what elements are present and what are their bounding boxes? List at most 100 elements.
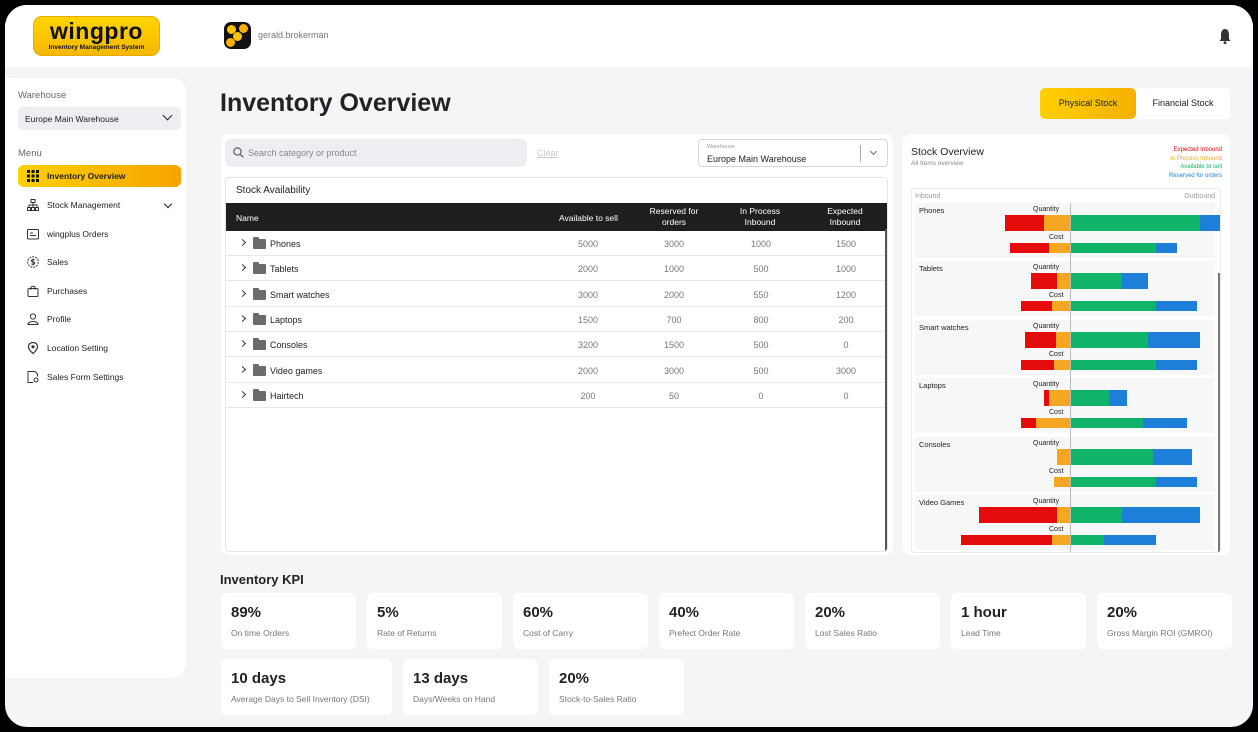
sidebar-item-sales[interactable]: Sales (18, 251, 181, 273)
chevron-down-icon (869, 147, 878, 156)
column-header-reserved[interactable]: Reserved for orders (649, 206, 699, 227)
bar-segment-expected-inbound (979, 507, 1057, 523)
cell-expected: 1500 (835, 239, 857, 249)
top-bar: wingpro Inventory Management System gera… (5, 5, 1253, 67)
bar-segment-reserved-for-orders (1155, 301, 1198, 312)
user-name[interactable]: gerald.brokerman (258, 30, 329, 40)
table-row[interactable]: Tablets 2000 1000 500 1000 (226, 256, 887, 282)
bar-segment-available-to-sell (1070, 448, 1154, 465)
table-row[interactable]: Phones 5000 3000 1000 1500 (226, 231, 887, 256)
table-row[interactable]: Smart watches 3000 2000 550 1200 (226, 282, 887, 307)
table-scrollbar[interactable] (885, 229, 887, 551)
table-row[interactable]: Hairtech 200 50 0 0 (226, 383, 887, 408)
search-input[interactable]: Search category or product (225, 139, 527, 167)
sidebar-item-stock-management[interactable]: Stock Management (18, 194, 181, 216)
sidebar-item-label: Location Setting (47, 343, 108, 353)
logo[interactable]: wingpro Inventory Management System (33, 16, 160, 56)
bar-segment-available-to-sell (1070, 331, 1148, 348)
cost-bar[interactable] (912, 476, 1220, 487)
legend-reserved-for-orders: Reserved for orders (1168, 172, 1222, 179)
table-row[interactable]: Consoles 3200 1500 500 0 (226, 332, 887, 358)
bar-segment-reserved-for-orders (1155, 243, 1177, 253)
chevron-right-icon[interactable] (238, 314, 247, 322)
kpi-label: Cost of Carry (523, 628, 574, 638)
chevron-right-icon[interactable] (238, 390, 247, 398)
search-placeholder: Search category or product (248, 148, 357, 158)
bar-segment-in-process-inbound (1054, 476, 1070, 487)
cost-label: Cost (1049, 409, 1064, 417)
sidebar-item-label: Sales (47, 257, 69, 267)
column-header-in-process[interactable]: In Process Inbound (739, 206, 781, 227)
cost-bar[interactable] (912, 243, 1220, 253)
quantity-label: Quantity (1033, 498, 1060, 505)
sidebar-item-wingplus-orders[interactable]: wingplus Orders (18, 223, 181, 245)
quantity-bar[interactable] (912, 215, 1220, 231)
sidebar-item-label: Profile (47, 314, 72, 324)
kpi-card: 60% Cost of Carry (513, 593, 648, 649)
kpi-value: 20% (559, 670, 590, 687)
toggle-physical-stock[interactable]: Physical Stock (1040, 88, 1136, 119)
column-header-available[interactable]: Available to sell (559, 213, 618, 223)
sidebar-item-sales-form-settings[interactable]: Sales Form Settings (18, 366, 181, 388)
column-header-name[interactable]: Name (236, 213, 259, 223)
cell-available: 2000 (577, 365, 599, 376)
kpi-card: 40% Prefect Order Rate (659, 593, 794, 649)
table-row[interactable]: Laptops 1500 700 800 200 (226, 307, 887, 332)
chevron-down-icon (162, 110, 173, 121)
kpi-label: On time Orders (231, 628, 290, 638)
folder-icon (253, 262, 266, 275)
warehouse-caption: Warehouse (707, 144, 735, 150)
sidebar-item-inventory-overview[interactable]: Inventory Overview (18, 165, 181, 187)
quantity-bar[interactable] (912, 448, 1220, 465)
sidebar-item-purchases[interactable]: Purchases (18, 280, 181, 302)
quantity-bar[interactable] (912, 390, 1220, 407)
chevron-right-icon[interactable] (238, 264, 247, 272)
folder-icon (253, 363, 266, 376)
chevron-right-icon[interactable] (238, 289, 247, 297)
sidebar-item-location-setting[interactable]: Location Setting (18, 337, 181, 359)
bar-segment-available-to-sell (1070, 535, 1104, 545)
location-icon (27, 342, 39, 354)
toggle-financial-stock[interactable]: Financial Stock (1152, 98, 1214, 108)
cell-available: 200 (580, 390, 596, 401)
chart-scrollbar[interactable] (1218, 273, 1220, 552)
bar-segment-expected-inbound (1020, 359, 1055, 370)
quantity-label: Quantity (1033, 381, 1060, 389)
chevron-right-icon[interactable] (238, 340, 247, 348)
sidebar-item-profile[interactable]: Profile (18, 308, 181, 330)
category-label: Consoles (919, 439, 951, 449)
legend-expected-inbound: Expected Inbound (1173, 147, 1222, 153)
avatar[interactable] (224, 22, 251, 49)
chevron-right-icon[interactable] (238, 238, 247, 247)
cost-bar[interactable] (912, 359, 1220, 370)
kpi-value: 40% (669, 604, 700, 621)
cost-bar[interactable] (912, 535, 1220, 545)
cost-bar[interactable] (912, 301, 1220, 312)
quantity-bar[interactable] (912, 331, 1220, 348)
kpi-card: 20% Lost Sales Ratio (805, 593, 940, 649)
warehouse-select[interactable]: Europe Main Warehouse (18, 107, 181, 130)
category-label: Smart watches (919, 322, 969, 332)
bar-segment-expected-inbound (960, 535, 1052, 545)
cost-bar[interactable] (912, 418, 1220, 429)
kpi-value: 5% (377, 604, 399, 621)
quantity-bar[interactable] (912, 273, 1220, 290)
kpi-label: Lead Time (961, 628, 1001, 638)
bar-segment-expected-inbound (1005, 215, 1044, 231)
quantity-bar[interactable] (912, 507, 1220, 523)
table-header: Name Available to sell Reserved for orde… (226, 203, 887, 231)
cell-in-process: 0 (758, 390, 764, 401)
table-row[interactable]: Video games 2000 3000 500 3000 (226, 358, 887, 383)
row-name: Consoles (270, 340, 308, 351)
quantity-label: Quantity (1033, 206, 1060, 213)
clear-button[interactable]: Clear (537, 148, 559, 158)
column-header-expected[interactable]: Expected Inbound (827, 206, 863, 227)
chevron-down-icon[interactable] (163, 199, 173, 209)
sidebar-item-label: Inventory Overview (47, 171, 126, 181)
chevron-right-icon[interactable] (238, 365, 247, 373)
app-frame: wingpro Inventory Management System gera… (5, 5, 1253, 727)
kpi-card: 5% Rate of Returns (367, 593, 502, 649)
bell-icon[interactable] (1219, 28, 1231, 44)
bar-segment-in-process-inbound (1055, 331, 1070, 348)
warehouse-dropdown[interactable]: Warehouse Europe Main Warehouse (698, 139, 888, 167)
